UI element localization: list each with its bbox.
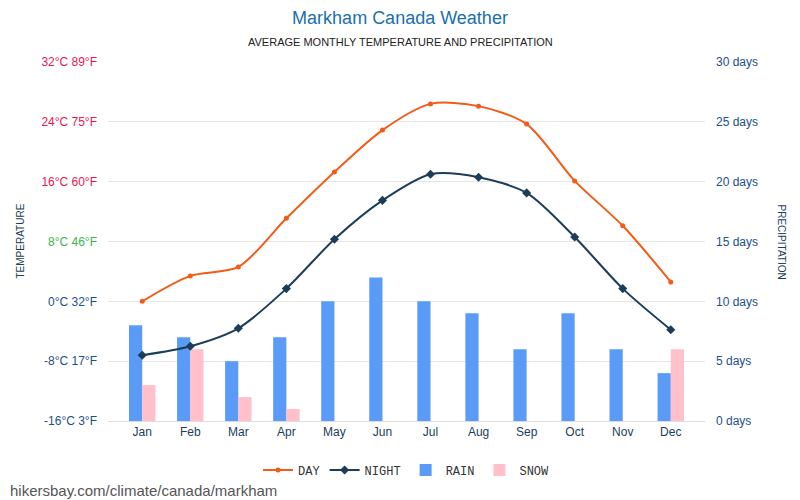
svg-text:0°C 32°F: 0°C 32°F xyxy=(48,295,97,309)
svg-text:PRECIPITATION: PRECIPITATION xyxy=(776,205,787,280)
svg-text:24°C 75°F: 24°C 75°F xyxy=(41,115,97,129)
svg-text:Markham Canada Weather: Markham Canada Weather xyxy=(292,8,508,28)
svg-text:Jan: Jan xyxy=(133,425,152,439)
svg-text:Sep: Sep xyxy=(516,425,538,439)
svg-text:Jul: Jul xyxy=(423,425,438,439)
svg-text:0 days: 0 days xyxy=(716,414,751,428)
svg-text:-8°C 17°F: -8°C 17°F xyxy=(44,354,97,368)
svg-text:15 days: 15 days xyxy=(716,235,758,249)
svg-text:30 days: 30 days xyxy=(716,55,758,69)
svg-text:hikersbay.com/climate/canada/m: hikersbay.com/climate/canada/markham xyxy=(10,482,277,499)
svg-text:NIGHT: NIGHT xyxy=(365,465,401,479)
svg-text:Apr: Apr xyxy=(277,425,296,439)
svg-text:Aug: Aug xyxy=(468,425,489,439)
svg-text:25 days: 25 days xyxy=(716,115,758,129)
svg-text:DAY: DAY xyxy=(298,465,320,479)
svg-text:20 days: 20 days xyxy=(716,175,758,189)
svg-text:8°C 46°F: 8°C 46°F xyxy=(48,235,97,249)
svg-text:RAIN: RAIN xyxy=(446,465,475,479)
svg-text:Dec: Dec xyxy=(660,425,681,439)
svg-text:32°C 89°F: 32°C 89°F xyxy=(41,55,97,69)
svg-text:SNOW: SNOW xyxy=(519,465,549,479)
svg-text:10 days: 10 days xyxy=(716,295,758,309)
svg-text:Oct: Oct xyxy=(565,425,584,439)
svg-text:Mar: Mar xyxy=(228,425,249,439)
svg-text:AVERAGE MONTHLY TEMPERATURE AN: AVERAGE MONTHLY TEMPERATURE AND PRECIPIT… xyxy=(248,36,553,48)
svg-text:Nov: Nov xyxy=(612,425,633,439)
svg-text:-16°C 3°F: -16°C 3°F xyxy=(44,414,97,428)
svg-text:16°C 60°F: 16°C 60°F xyxy=(41,175,97,189)
svg-text:TEMPERATURE: TEMPERATURE xyxy=(15,203,26,278)
svg-text:Jun: Jun xyxy=(373,425,392,439)
svg-text:May: May xyxy=(323,425,346,439)
svg-text:5 days: 5 days xyxy=(716,354,751,368)
svg-text:Feb: Feb xyxy=(180,425,201,439)
